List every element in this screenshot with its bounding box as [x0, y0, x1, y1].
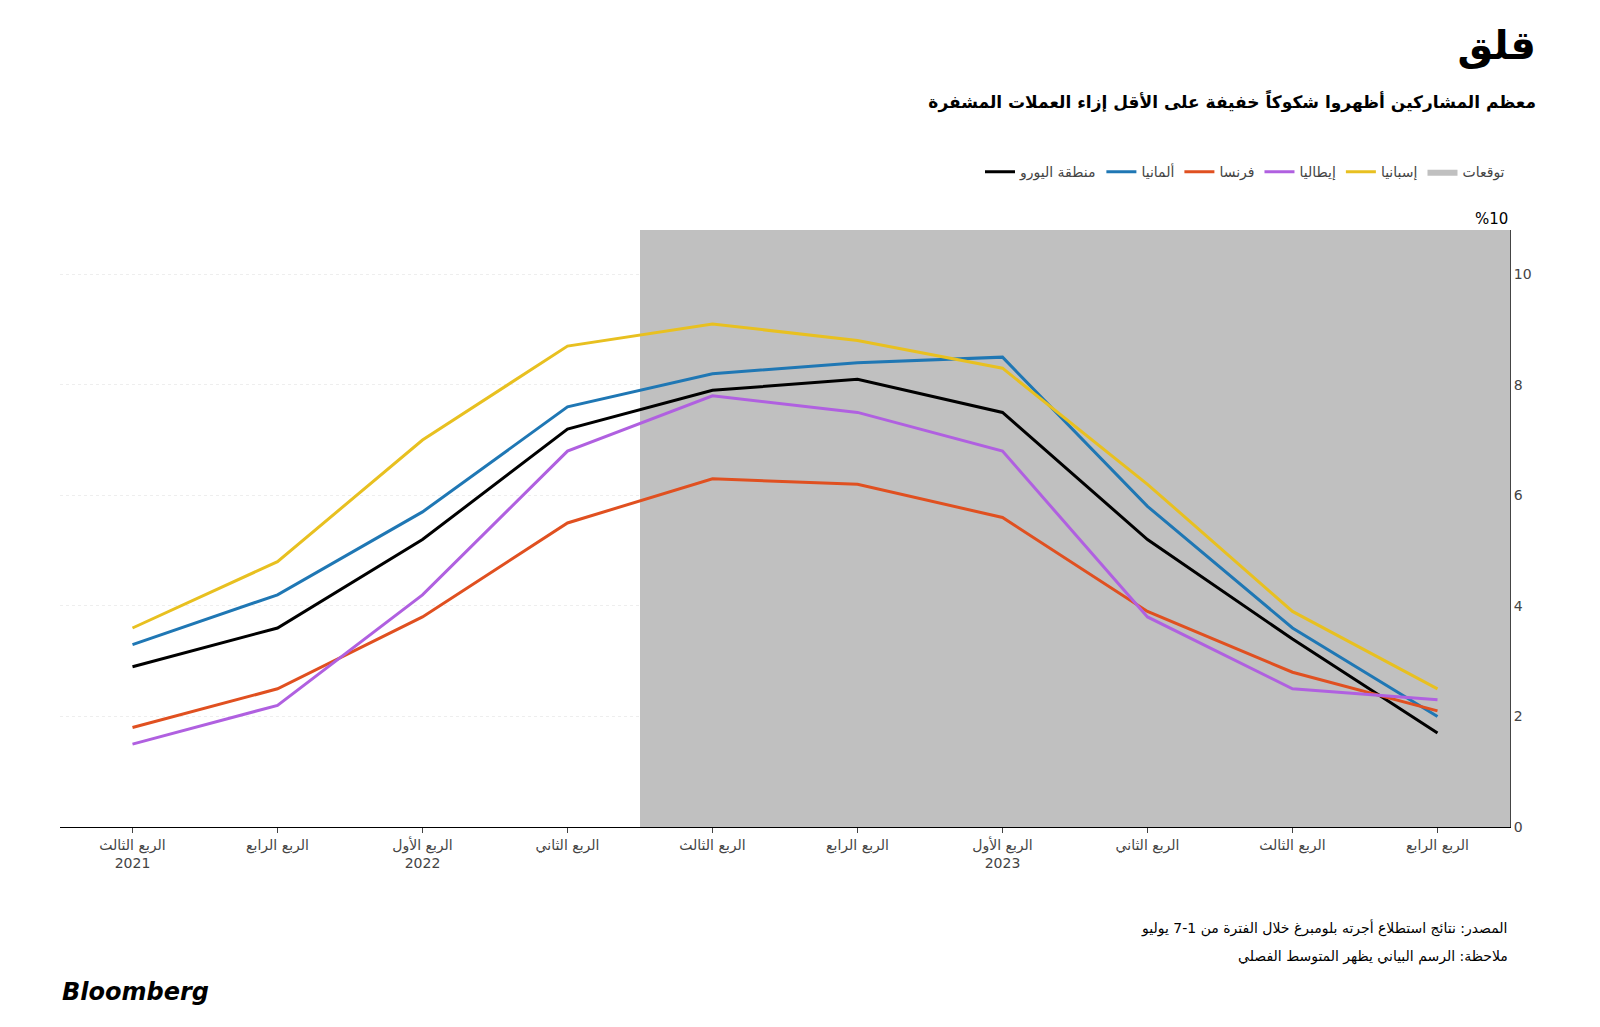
svg-text:4: 4	[1514, 598, 1523, 614]
svg-text:الربع الأول2022: الربع الأول2022	[392, 836, 452, 871]
svg-text:10: 10	[1514, 266, 1532, 282]
svg-text:الربع الرابع: الربع الرابع	[246, 837, 309, 854]
svg-text:2: 2	[1514, 708, 1523, 724]
svg-text:الربع الرابع: الربع الرابع	[1406, 837, 1469, 854]
svg-text:%10: %10	[1475, 210, 1508, 228]
svg-text:المصدر: نتائج استطلاع أجرته بل: المصدر: نتائج استطلاع أجرته بلومبرغ خلال…	[1141, 919, 1508, 937]
svg-text:8: 8	[1514, 377, 1523, 393]
svg-text:ألمانيا: ألمانيا	[1141, 163, 1174, 180]
svg-text:6: 6	[1514, 487, 1523, 503]
svg-text:الربع الأول2023: الربع الأول2023	[972, 836, 1032, 871]
svg-text:الربع الثالث: الربع الثالث	[1259, 837, 1325, 854]
svg-text:الربع الثاني: الربع الثاني	[536, 837, 600, 854]
svg-text:إيطاليا: إيطاليا	[1299, 164, 1335, 181]
svg-text:الربع الثالث2021: الربع الثالث2021	[99, 837, 165, 871]
svg-text:قلق: قلق	[1457, 22, 1536, 69]
svg-text:فرنسا: فرنسا	[1219, 164, 1254, 181]
svg-text:Bloomberg: Bloomberg	[62, 978, 209, 1006]
svg-text:0: 0	[1514, 819, 1523, 835]
svg-text:معظم المشاركين أظهروا شكوكاً خ: معظم المشاركين أظهروا شكوكاً خفيفة على ا…	[928, 89, 1536, 113]
svg-text:ملاحظة: الرسم البياني يظهر الم: ملاحظة: الرسم البياني يظهر المتوسط الفصل…	[1238, 948, 1508, 965]
svg-text:الربع الرابع: الربع الرابع	[826, 837, 889, 854]
svg-text:توقعات: توقعات	[1462, 164, 1504, 181]
svg-text:الربع الثاني: الربع الثاني	[1116, 837, 1180, 854]
svg-text:منطقة اليورو: منطقة اليورو	[1019, 164, 1095, 181]
svg-text:الربع الثالث: الربع الثالث	[679, 837, 745, 854]
svg-text:إسبانيا: إسبانيا	[1381, 164, 1418, 181]
